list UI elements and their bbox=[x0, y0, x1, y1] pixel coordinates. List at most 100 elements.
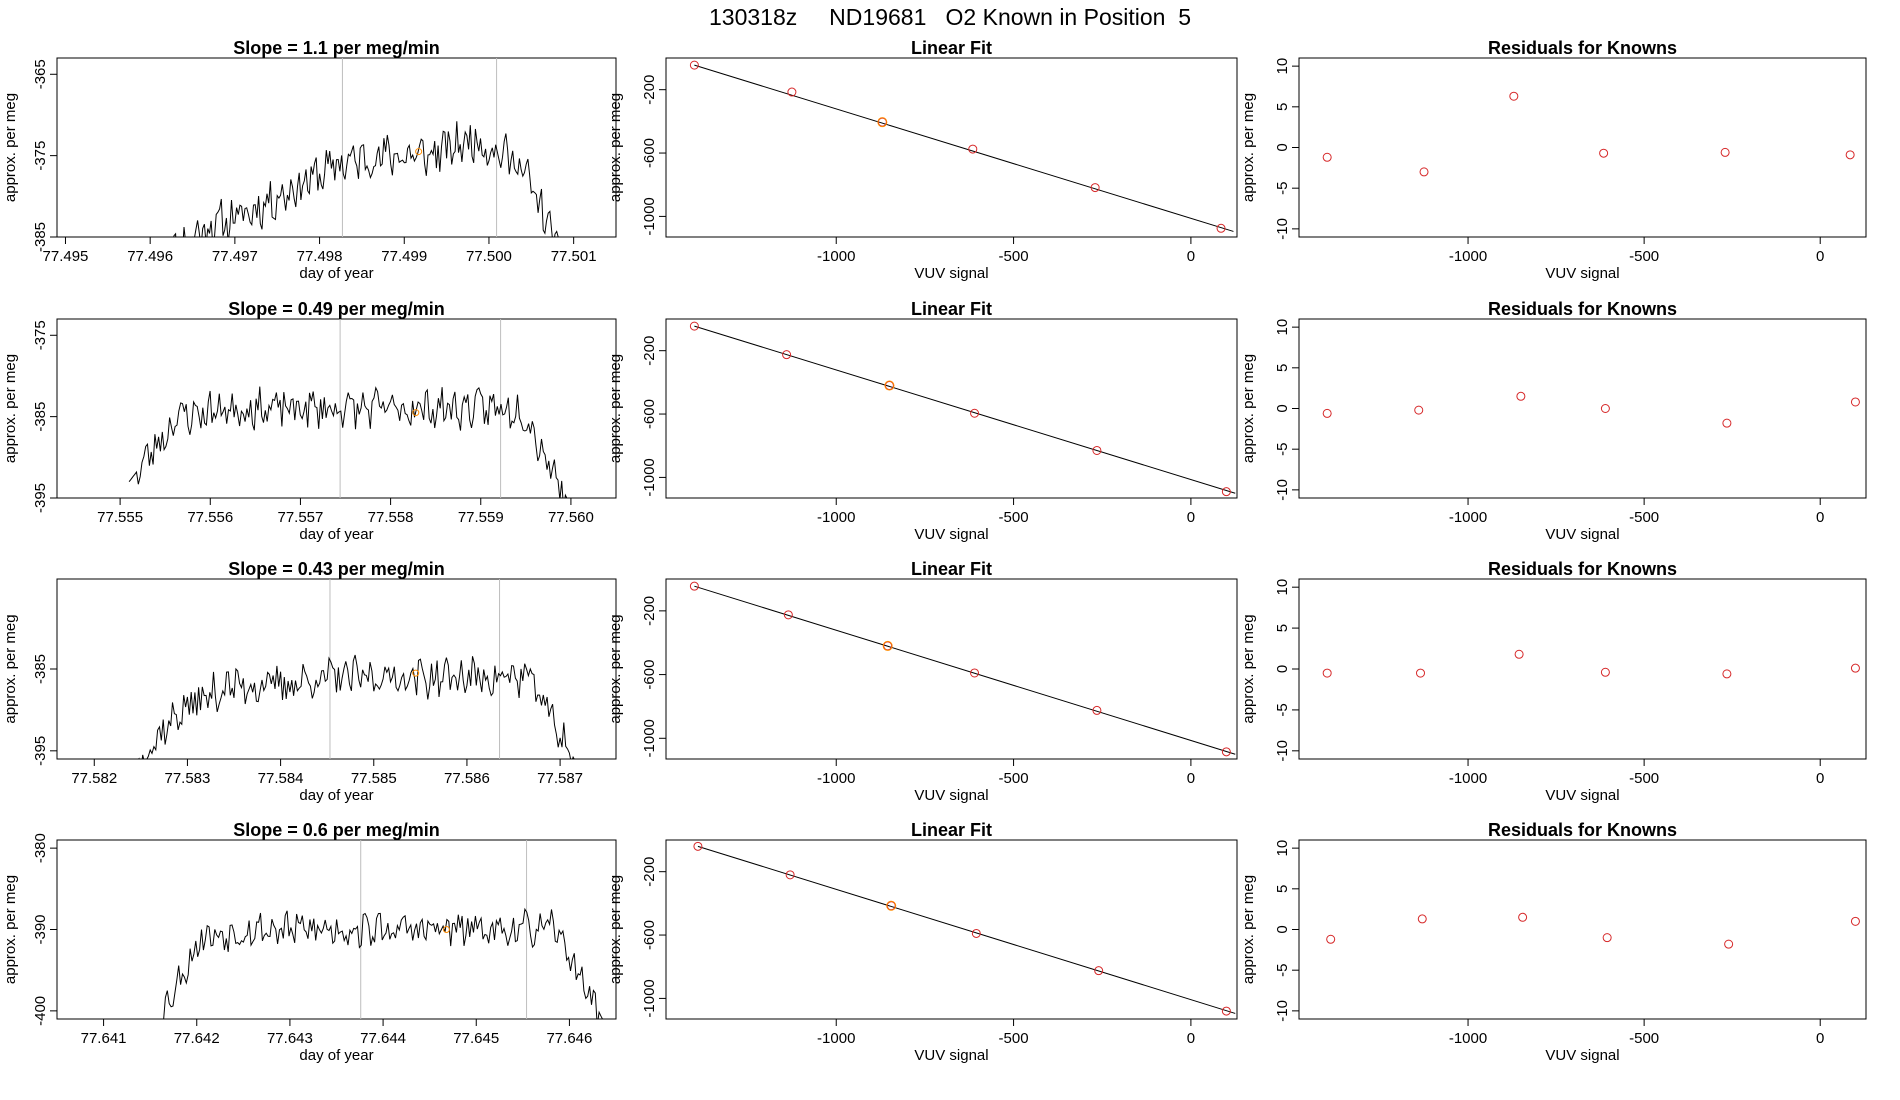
x-tick-label: 77.584 bbox=[258, 770, 304, 787]
x-tick-label: 77.499 bbox=[381, 248, 427, 265]
residuals-panel-4: Residuals for Knowns -1000 -500 0 -10 -5 0 5 10 V… bbox=[1240, 820, 1867, 1064]
plot-area bbox=[137, 579, 575, 759]
x-tick-label: 77.586 bbox=[444, 770, 490, 787]
y-tick-label: -385 bbox=[32, 402, 49, 432]
x-tick-label: 77.641 bbox=[81, 1030, 127, 1047]
known-marker bbox=[412, 409, 420, 417]
residual-point bbox=[1850, 916, 1860, 926]
y-tick-label: -1000 bbox=[641, 458, 658, 496]
x-tick-label: -500 bbox=[999, 509, 1029, 526]
y-tick-label: -1000 bbox=[641, 197, 658, 235]
x-tick-label: 0 bbox=[1187, 509, 1195, 526]
x-tick-label: 77.559 bbox=[458, 509, 504, 526]
plot-frame bbox=[56, 57, 617, 238]
y-tick-label: -1000 bbox=[641, 979, 658, 1017]
plot-frame bbox=[56, 578, 617, 760]
x-tick-label: 77.556 bbox=[187, 509, 233, 526]
x-tick-label: 77.555 bbox=[97, 509, 143, 526]
y-tick-label: -200 bbox=[641, 857, 658, 887]
y-tick-label: 10 bbox=[1274, 58, 1291, 75]
x-axis-label: VUV signal bbox=[914, 1047, 988, 1064]
data-point bbox=[1092, 445, 1102, 455]
plot-area bbox=[1322, 649, 1860, 679]
known-marker bbox=[877, 117, 888, 128]
x-axis-label: VUV signal bbox=[1545, 265, 1619, 282]
residual-point bbox=[1322, 408, 1332, 418]
panel-title: Linear Fit bbox=[911, 559, 992, 579]
residual-point bbox=[1516, 391, 1526, 401]
data-point bbox=[970, 668, 980, 678]
x-tick-label: 0 bbox=[1187, 248, 1195, 265]
known-marker bbox=[442, 926, 450, 933]
y-axis-label: approx. per meg bbox=[1240, 614, 1257, 723]
x-tick-label: 0 bbox=[1187, 1030, 1195, 1047]
known-marker bbox=[884, 380, 895, 391]
panel-title: Slope = 0.49 per meg/min bbox=[228, 299, 445, 319]
y-tick-label: -10 bbox=[1274, 218, 1291, 240]
time-series-panel-4: Slope = 0.6 per meg/min 77.641 77.642 77.64… bbox=[2, 820, 617, 1064]
x-tick-label: 77.646 bbox=[546, 1030, 592, 1047]
x-tick-label: -500 bbox=[1629, 770, 1659, 787]
data-point bbox=[787, 87, 797, 97]
x-tick-label: -1000 bbox=[817, 1030, 855, 1047]
y-tick-label: -390 bbox=[32, 914, 49, 944]
data-point bbox=[693, 841, 703, 851]
panel-title: Residuals for Knowns bbox=[1488, 38, 1677, 58]
x-axis-label: VUV signal bbox=[914, 526, 988, 543]
data-point bbox=[785, 870, 795, 880]
plot-frame bbox=[665, 318, 1238, 499]
residual-point bbox=[1850, 663, 1860, 673]
y-tick-label: 0 bbox=[1274, 143, 1291, 151]
x-tick-label: 77.498 bbox=[297, 248, 343, 265]
data-point bbox=[1221, 487, 1231, 497]
x-axis-label: day of year bbox=[299, 526, 373, 543]
x-tick-label: -1000 bbox=[1449, 248, 1487, 265]
y-tick-label: -380 bbox=[32, 833, 49, 863]
y-tick-label: 10 bbox=[1274, 840, 1291, 857]
plot-frame bbox=[665, 839, 1238, 1020]
plot-area bbox=[689, 321, 1236, 497]
x-tick-label: 77.500 bbox=[466, 248, 512, 265]
x-tick-label: -1000 bbox=[817, 509, 855, 526]
y-tick-label: -200 bbox=[641, 336, 658, 366]
panel-title: Residuals for Knowns bbox=[1488, 299, 1677, 319]
data-point bbox=[971, 928, 981, 938]
plot-frame bbox=[665, 57, 1238, 238]
time-series-panel-2: Slope = 0.49 per meg/min 77.555 77.556 77.5… bbox=[2, 299, 617, 543]
page-title: 130318z ND19681 O2 Known in Position 5 bbox=[708, 4, 1192, 30]
linear-fit-panel-1: Linear Fit -1000 -500 0 -1000 -600 -200 VUV sig… bbox=[607, 38, 1238, 282]
data-trace bbox=[137, 654, 575, 759]
residual-point bbox=[1600, 667, 1610, 677]
data-point bbox=[1221, 747, 1231, 757]
data-point bbox=[1216, 223, 1226, 233]
x-tick-label: -500 bbox=[1629, 509, 1659, 526]
y-tick-label: -385 bbox=[32, 222, 49, 252]
y-tick-label: -600 bbox=[641, 920, 658, 950]
data-point bbox=[782, 350, 792, 360]
x-axis-label: VUV signal bbox=[1545, 526, 1619, 543]
x-tick-label: 77.495 bbox=[43, 248, 89, 265]
x-tick-label: 77.585 bbox=[351, 770, 397, 787]
known-marker bbox=[412, 669, 420, 677]
y-axis-label: approx. per meg bbox=[607, 614, 624, 723]
x-tick-label: 77.642 bbox=[174, 1030, 220, 1047]
y-tick-label: 5 bbox=[1274, 103, 1291, 111]
data-trace bbox=[163, 907, 604, 1019]
plot-frame bbox=[1298, 839, 1867, 1020]
y-tick-label: 10 bbox=[1274, 319, 1291, 336]
x-tick-label: 77.497 bbox=[212, 248, 258, 265]
data-point bbox=[689, 60, 699, 70]
plot-area bbox=[163, 840, 604, 1019]
panel-title: Slope = 1.1 per meg/min bbox=[233, 38, 440, 58]
residual-point bbox=[1720, 147, 1730, 157]
residual-point bbox=[1322, 668, 1332, 678]
x-tick-label: -500 bbox=[1629, 1030, 1659, 1047]
y-axis-label: approx. per meg bbox=[1240, 875, 1257, 984]
y-tick-label: 5 bbox=[1274, 624, 1291, 632]
data-point bbox=[1090, 183, 1100, 193]
time-series-panel-1: Slope = 1.1 per meg/min 77.495 77.496 77.49… bbox=[2, 38, 617, 282]
residual-point bbox=[1722, 669, 1732, 679]
y-axis-label: approx. per meg bbox=[607, 93, 624, 202]
x-tick-label: 77.644 bbox=[360, 1030, 406, 1047]
residual-point bbox=[1724, 939, 1734, 949]
